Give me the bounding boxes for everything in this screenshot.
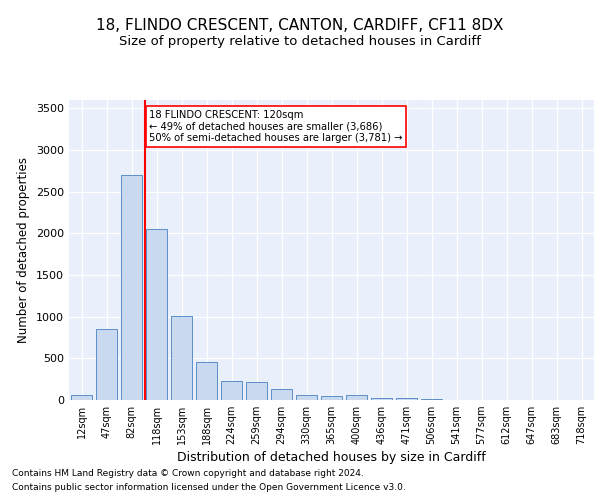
- Text: Contains HM Land Registry data © Crown copyright and database right 2024.: Contains HM Land Registry data © Crown c…: [12, 468, 364, 477]
- Bar: [396, 398, 417, 400]
- Bar: [271, 389, 292, 400]
- Bar: [146, 229, 167, 400]
- Bar: [246, 382, 267, 400]
- Bar: [71, 395, 92, 400]
- Bar: [221, 381, 242, 400]
- Bar: [371, 398, 392, 400]
- Text: Contains public sector information licensed under the Open Government Licence v3: Contains public sector information licen…: [12, 484, 406, 492]
- Text: Size of property relative to detached houses in Cardiff: Size of property relative to detached ho…: [119, 35, 481, 48]
- Bar: [171, 316, 192, 400]
- X-axis label: Distribution of detached houses by size in Cardiff: Distribution of detached houses by size …: [177, 452, 486, 464]
- Bar: [196, 362, 217, 400]
- Bar: [96, 329, 117, 400]
- Bar: [296, 395, 317, 400]
- Bar: [346, 396, 367, 400]
- Text: 18, FLINDO CRESCENT, CANTON, CARDIFF, CF11 8DX: 18, FLINDO CRESCENT, CANTON, CARDIFF, CF…: [96, 18, 504, 32]
- Bar: [121, 175, 142, 400]
- Bar: [321, 396, 342, 400]
- Y-axis label: Number of detached properties: Number of detached properties: [17, 157, 31, 343]
- Bar: [421, 399, 442, 400]
- Text: 18 FLINDO CRESCENT: 120sqm
← 49% of detached houses are smaller (3,686)
50% of s: 18 FLINDO CRESCENT: 120sqm ← 49% of deta…: [149, 110, 403, 143]
